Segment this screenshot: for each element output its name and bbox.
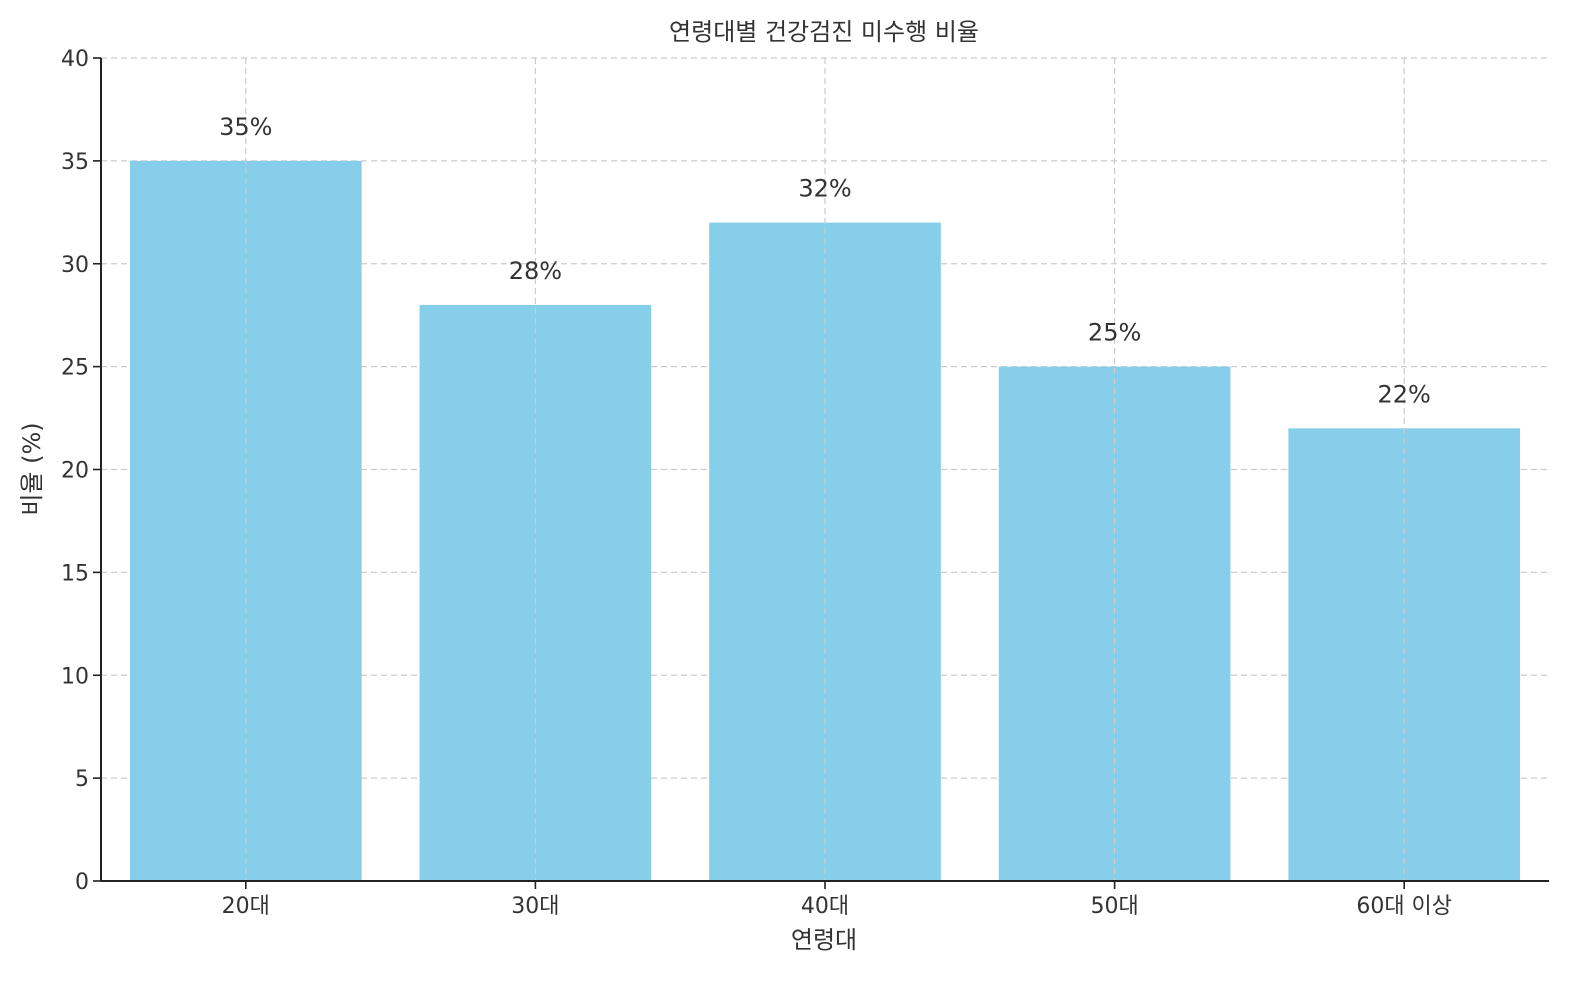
y-axis-title: 비율 (%)	[18, 422, 46, 515]
y-tick-label: 20	[61, 459, 89, 484]
x-axis-title: 연령대	[791, 926, 857, 954]
y-tick-label: 15	[61, 561, 89, 586]
x-tick-label: 40대	[801, 894, 849, 919]
x-grid-lines	[245, 58, 1405, 881]
x-tick-labels: 20대 30대 40대 50대 60대 이상	[222, 894, 1452, 919]
y-tick-label: 40	[61, 47, 89, 72]
x-tick-label: 60대 이상	[1356, 894, 1452, 919]
x-tick-label: 20대	[222, 894, 270, 919]
data-label: 32%	[798, 175, 851, 203]
y-tick-label: 25	[61, 356, 89, 381]
y-tick-label: 5	[75, 767, 89, 792]
chart-title: 연령대별 건강검진 미수행 비율	[669, 18, 979, 46]
data-label: 25%	[1088, 319, 1141, 347]
axes	[93, 57, 1549, 889]
data-label: 22%	[1378, 380, 1431, 408]
x-tick-label: 30대	[511, 894, 559, 919]
y-tick-labels: 0 5 10 15 20 25 30 35 40	[61, 47, 89, 895]
data-labels: 35% 28% 32% 25% 22%	[219, 113, 1431, 408]
y-tick-label: 0	[75, 870, 89, 895]
y-tick-label: 10	[61, 664, 89, 689]
y-tick-label: 35	[61, 150, 89, 175]
data-label: 35%	[219, 113, 272, 141]
x-tick-label: 50대	[1090, 894, 1138, 919]
y-tick-label: 30	[61, 253, 89, 278]
data-label: 28%	[509, 257, 562, 285]
